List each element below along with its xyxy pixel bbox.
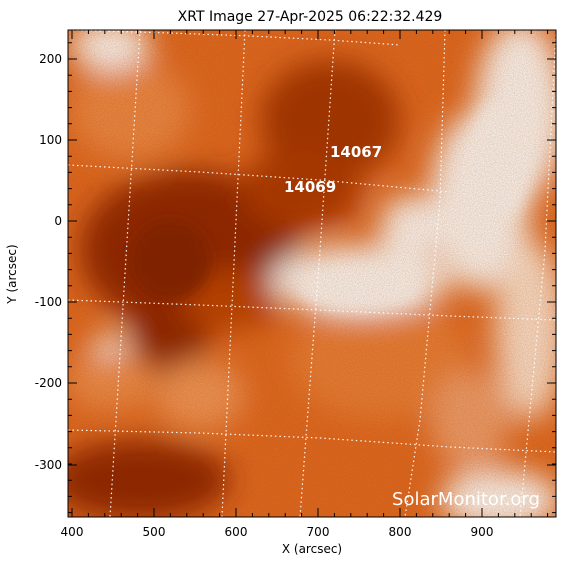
y-tick-label: -300	[35, 458, 62, 472]
image-title: XRT Image 27-Apr-2025 06:22:32.429	[178, 9, 443, 25]
x-tick-label: 900	[471, 525, 494, 539]
x-tick-label: 500	[143, 525, 166, 539]
x-axis-tick-labels: 400 500 600 700 800 900	[61, 525, 494, 539]
x-tick-label: 600	[225, 525, 248, 539]
x-axis-label: X (arcsec)	[282, 542, 342, 556]
x-tick-label: 700	[307, 525, 330, 539]
active-region-label: 14067	[330, 143, 382, 161]
y-axis-tick-labels: 200 100 0 -100 -200 -300	[35, 52, 62, 472]
plot-frame	[67, 29, 557, 518]
y-tick-label: -200	[35, 376, 62, 390]
minor-tick-marks	[68, 30, 556, 517]
y-tick-label: 100	[39, 133, 62, 147]
y-axis-label: Y (arcsec)	[5, 244, 19, 304]
y-tick-label: 0	[54, 214, 62, 228]
solarmonitor-watermark: SolarMonitor.org	[392, 489, 540, 510]
x-tick-label: 400	[61, 525, 84, 539]
xrt-solar-image: 14067 14069 SolarMonitor.org	[68, 30, 556, 517]
heliographic-grid	[68, 30, 556, 517]
axis-minor-ticks	[68, 30, 556, 517]
active-region-label: 14069	[284, 178, 336, 196]
y-tick-label: -100	[35, 295, 62, 309]
y-tick-label: 200	[39, 52, 62, 66]
x-tick-label: 800	[389, 525, 412, 539]
